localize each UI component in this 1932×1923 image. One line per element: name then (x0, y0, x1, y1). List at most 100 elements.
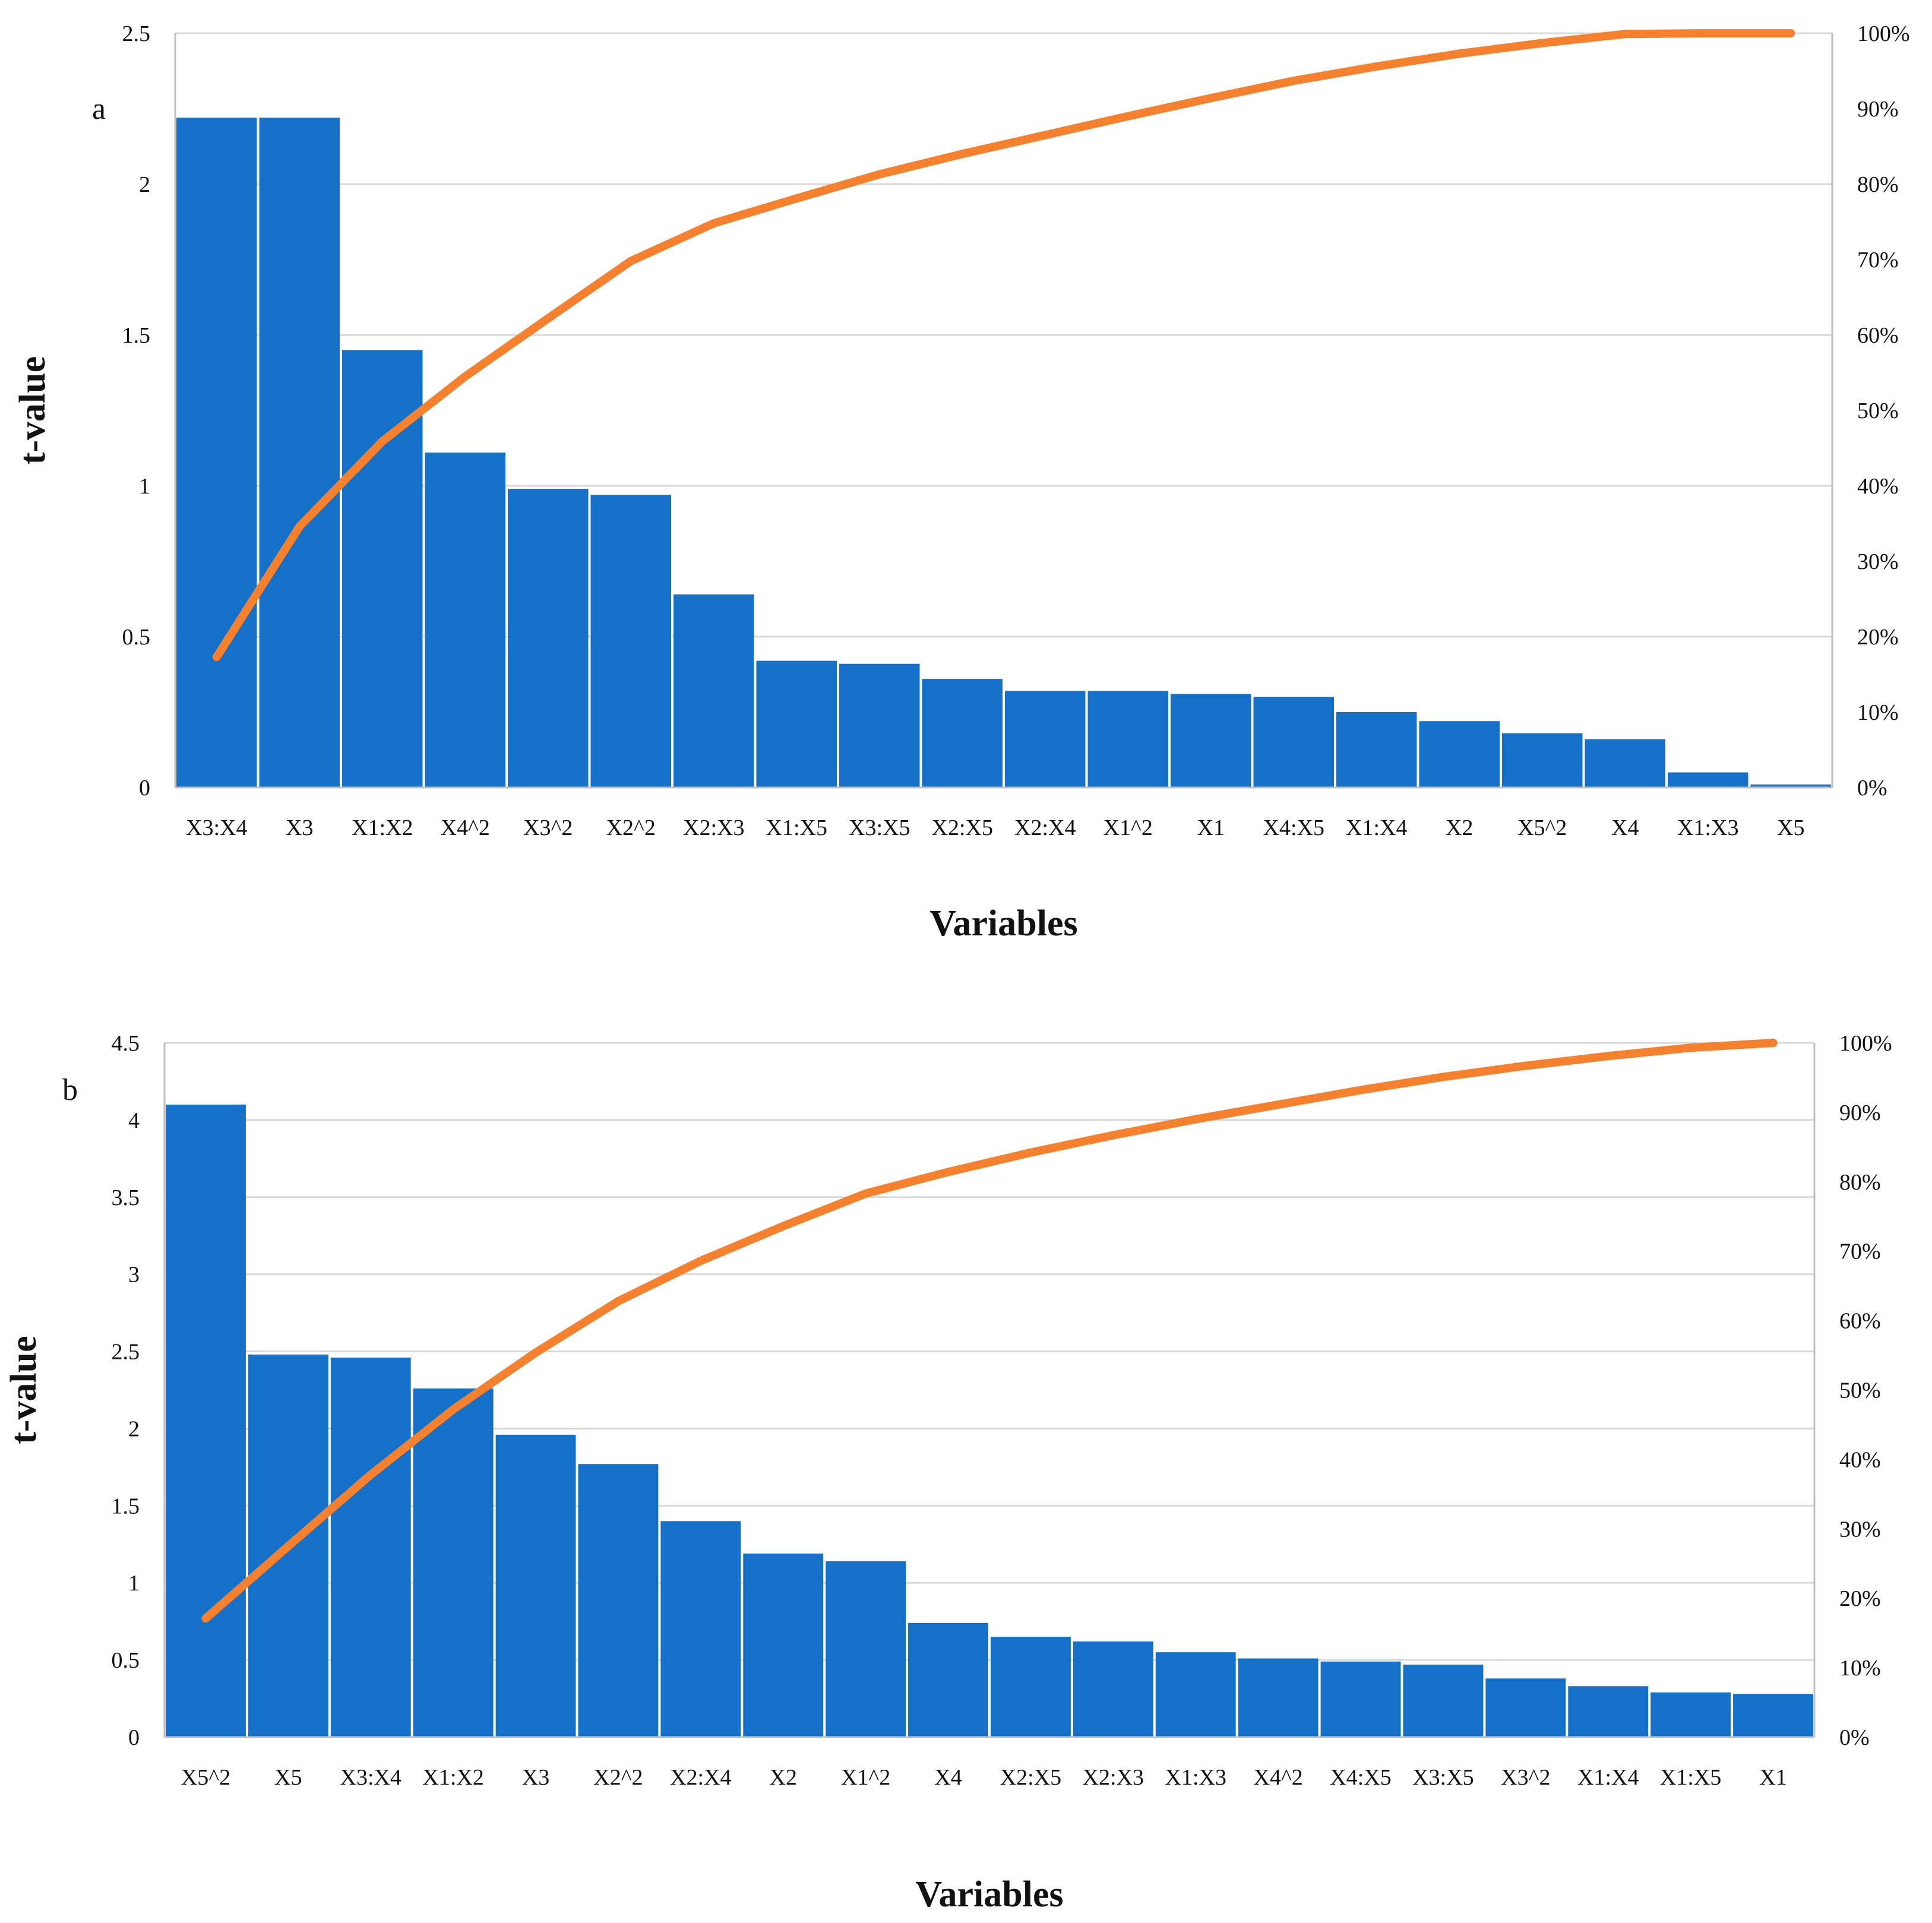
bar (839, 663, 920, 787)
bar (1403, 1664, 1484, 1737)
x-tick-label: X1 (1759, 1765, 1786, 1790)
y-tick-label: 0 (128, 1725, 140, 1750)
x-tick-label: X3:X5 (1412, 1765, 1473, 1790)
x-tick-label: X4^2 (1254, 1765, 1303, 1790)
x-tick-label: X4 (1611, 815, 1639, 840)
x-tick-label: X1:X3 (1165, 1765, 1226, 1790)
x-tick-label: X4 (934, 1765, 962, 1790)
y-tick-label: 2 (128, 1416, 140, 1441)
bar (1419, 721, 1500, 787)
y2-tick-label: 40% (1839, 1447, 1881, 1472)
bar (1155, 1652, 1236, 1737)
bar (1733, 1694, 1813, 1737)
panel-label: a (92, 92, 106, 126)
x-tick-label: X2^2 (593, 1765, 643, 1790)
y-tick-label: 3.5 (112, 1185, 140, 1210)
y2-tick-label: 30% (1857, 549, 1899, 574)
x-tick-label: X1^2 (1103, 815, 1153, 840)
cumulative-line (201, 1039, 1778, 1623)
x-tick-label: X5 (274, 1765, 302, 1790)
bar (1650, 1692, 1731, 1737)
x-tick-label: X1 (1197, 815, 1225, 840)
x-tick-label: X2:X4 (670, 1765, 731, 1790)
bar (660, 1521, 741, 1737)
bar (413, 1388, 494, 1737)
y-tick-label: 2.5 (122, 21, 151, 46)
y2-tick-label: 80% (1839, 1170, 1881, 1195)
y2-tick-label: 80% (1857, 172, 1899, 197)
bar (743, 1553, 824, 1737)
x-axis-title: Variables (915, 1874, 1063, 1915)
y2-tick-label: 50% (1857, 398, 1899, 423)
x-tick-label: X4:X5 (1263, 815, 1324, 840)
x-tick-label: X3:X4 (340, 1765, 401, 1790)
y2-tick-label: 100% (1857, 21, 1910, 46)
y2-tick-label: 10% (1857, 700, 1899, 725)
x-tick-label: X5^2 (181, 1765, 230, 1790)
bar (578, 1464, 659, 1737)
y-axis-title: t-value (12, 356, 53, 465)
bar (1485, 1678, 1566, 1737)
bar (1171, 694, 1251, 787)
bar (590, 495, 671, 787)
bar (1750, 784, 1831, 787)
bar (330, 1357, 411, 1737)
y-tick-label: 2 (139, 172, 150, 197)
panel-label: b (62, 1073, 78, 1107)
x-tick-label: X1:X4 (1346, 815, 1407, 840)
bar (1005, 691, 1086, 787)
x-tick-label: X1:X3 (1677, 815, 1738, 840)
y-tick-label: 4.5 (112, 1031, 140, 1056)
x-tick-label: X3^2 (523, 815, 573, 840)
x-tick-label: X4:X5 (1330, 1765, 1391, 1790)
y-axis-title: t-value (4, 1336, 44, 1444)
bar (826, 1561, 906, 1737)
x-tick-label: X2:X3 (683, 815, 744, 840)
bar (1073, 1641, 1153, 1737)
bar (1238, 1658, 1318, 1737)
x-tick-label: X1:X5 (1660, 1765, 1721, 1790)
y2-tick-label: 0% (1839, 1725, 1870, 1750)
x-tick-label: X1^2 (841, 1765, 890, 1790)
chart-panel-b: 0 0.5 1 1.5 2 2.5 3 3.5 4 4.5 0% 10% 20% 30% 40% 50% 60%… (4, 1031, 1892, 1915)
x-tick-label: X1:X5 (766, 815, 827, 840)
bar (1668, 772, 1748, 787)
cumulative-line (212, 29, 1795, 662)
y2-tick-label: 70% (1857, 248, 1899, 273)
y-tick-label: 0.5 (112, 1648, 140, 1673)
x-tick-label: X3 (286, 815, 313, 840)
x-axis-title: Variables (929, 903, 1077, 944)
y2-tick-label: 50% (1839, 1378, 1881, 1403)
x-tick-label: X2 (770, 1765, 797, 1790)
bar (1320, 1661, 1401, 1737)
x-tick-label: X2:X5 (1000, 1765, 1061, 1790)
bar (673, 594, 754, 787)
y2-tick-label: 60% (1839, 1309, 1881, 1334)
bar (1336, 712, 1417, 787)
bar (991, 1637, 1071, 1737)
y2-tick-label: 60% (1857, 323, 1899, 348)
chart-panel-a: 0 0.5 1 1.5 2 2.5 0% 10% 20% 30% 40% 50% 60% 70% 80% 90… (12, 21, 1910, 944)
x-tick-label: X1:X4 (1577, 1765, 1639, 1790)
bar (425, 453, 505, 787)
bar (922, 679, 1003, 787)
y2-tick-label: 0% (1857, 776, 1887, 801)
x-tick-label: X4^2 (441, 815, 490, 840)
x-tick-label: X2:X4 (1014, 815, 1076, 840)
x-tick-label: X3 (522, 1765, 549, 1790)
bar (1502, 733, 1583, 787)
y2-tick-label: 40% (1857, 474, 1899, 499)
y2-tick-label: 70% (1839, 1239, 1881, 1264)
y-tick-label: 0 (139, 776, 150, 801)
bar (508, 489, 589, 787)
bar (908, 1622, 988, 1737)
y2-tick-label: 100% (1839, 1031, 1892, 1056)
x-tick-label: X5^2 (1517, 815, 1567, 840)
bar (1087, 691, 1168, 787)
y2-tick-label: 90% (1839, 1100, 1881, 1125)
y-tick-label: 2.5 (112, 1340, 140, 1365)
y2-tick-label: 20% (1857, 625, 1899, 650)
y-tick-label: 1 (128, 1571, 140, 1596)
bar (166, 1104, 246, 1737)
